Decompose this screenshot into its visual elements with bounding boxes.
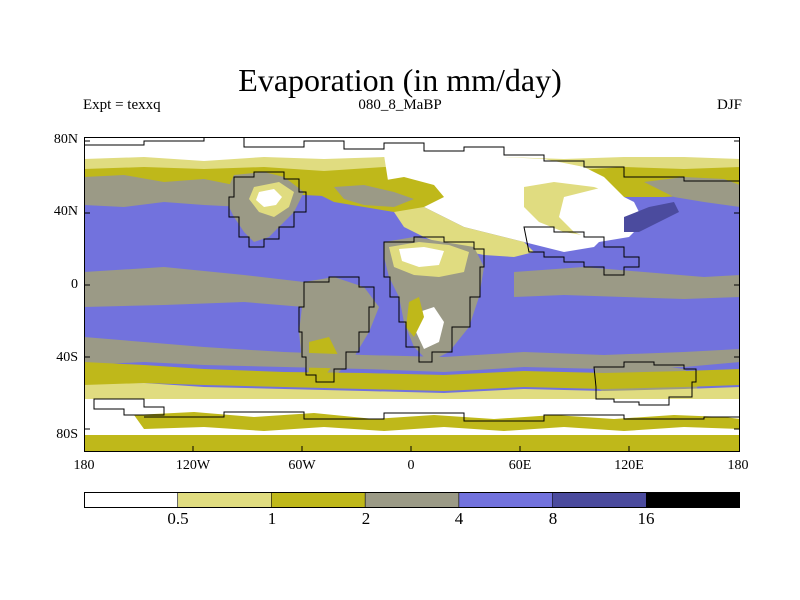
lon-label-60e: 60E bbox=[508, 458, 532, 473]
colorbar-cell-1 bbox=[177, 492, 273, 508]
colorbar-label-4: 4 bbox=[454, 509, 464, 528]
eurasia-pale bbox=[394, 197, 534, 257]
lat-label-0: 0 bbox=[71, 277, 78, 292]
colorbar-label-1: 1 bbox=[267, 509, 277, 528]
equatorial-pacific-gray bbox=[514, 267, 740, 299]
coastlines bbox=[84, 137, 740, 422]
colorbar-cell-6 bbox=[645, 492, 740, 508]
colorbar-cell-0 bbox=[84, 492, 179, 508]
evaporation-map bbox=[84, 137, 740, 452]
colorbar-cell-2 bbox=[271, 492, 366, 508]
north-pacific-gray bbox=[644, 177, 740, 207]
lat-label-80n: 80N bbox=[53, 132, 78, 147]
period-label: 080_8_MaBP bbox=[358, 97, 442, 113]
lon-label-180e: 180 bbox=[727, 458, 749, 473]
antarctic-bottom-olive bbox=[84, 435, 740, 452]
colorbar-label-8: 8 bbox=[548, 509, 558, 528]
map-frame bbox=[84, 137, 740, 452]
sahara-white bbox=[399, 247, 444, 267]
lon-label-120e: 120E bbox=[614, 458, 644, 473]
season-label: DJF bbox=[716, 97, 742, 113]
lat-label-40s: 40S bbox=[56, 350, 78, 365]
colorbar-label-16: 16 bbox=[637, 509, 655, 528]
europe-gray bbox=[334, 185, 414, 207]
equatorial-gray-band bbox=[84, 267, 304, 307]
south-africa-olive bbox=[406, 297, 424, 337]
lon-label-0: 0 bbox=[407, 458, 415, 473]
colorbar bbox=[84, 492, 740, 508]
north-america-white bbox=[256, 189, 282, 207]
colorbar-label-2: 2 bbox=[361, 509, 371, 528]
colorbar-label-0-5: 0.5 bbox=[167, 509, 189, 528]
south-olive-band bbox=[84, 362, 740, 391]
colorbar-cell-5 bbox=[552, 492, 648, 508]
map-ticks bbox=[84, 140, 740, 452]
lon-label-120w: 120W bbox=[175, 458, 211, 473]
south-gray-band bbox=[84, 337, 740, 372]
lat-label-80s: 80S bbox=[56, 427, 78, 442]
experiment-label: Expt = texxq bbox=[83, 97, 161, 113]
colorbar-cell-3 bbox=[364, 492, 460, 508]
lon-label-180w: 180 bbox=[73, 458, 95, 473]
east-asia-white bbox=[559, 187, 644, 242]
map-title: Evaporation (in mm/day) bbox=[238, 62, 562, 98]
lon-label-60w: 60W bbox=[288, 458, 316, 473]
colorbar-cell-4 bbox=[458, 492, 554, 508]
lat-label-40n: 40N bbox=[53, 204, 78, 219]
colorbar-frame bbox=[84, 492, 740, 508]
antarctic-coast-olive bbox=[134, 412, 740, 431]
pacific-dark-blue bbox=[624, 202, 679, 232]
